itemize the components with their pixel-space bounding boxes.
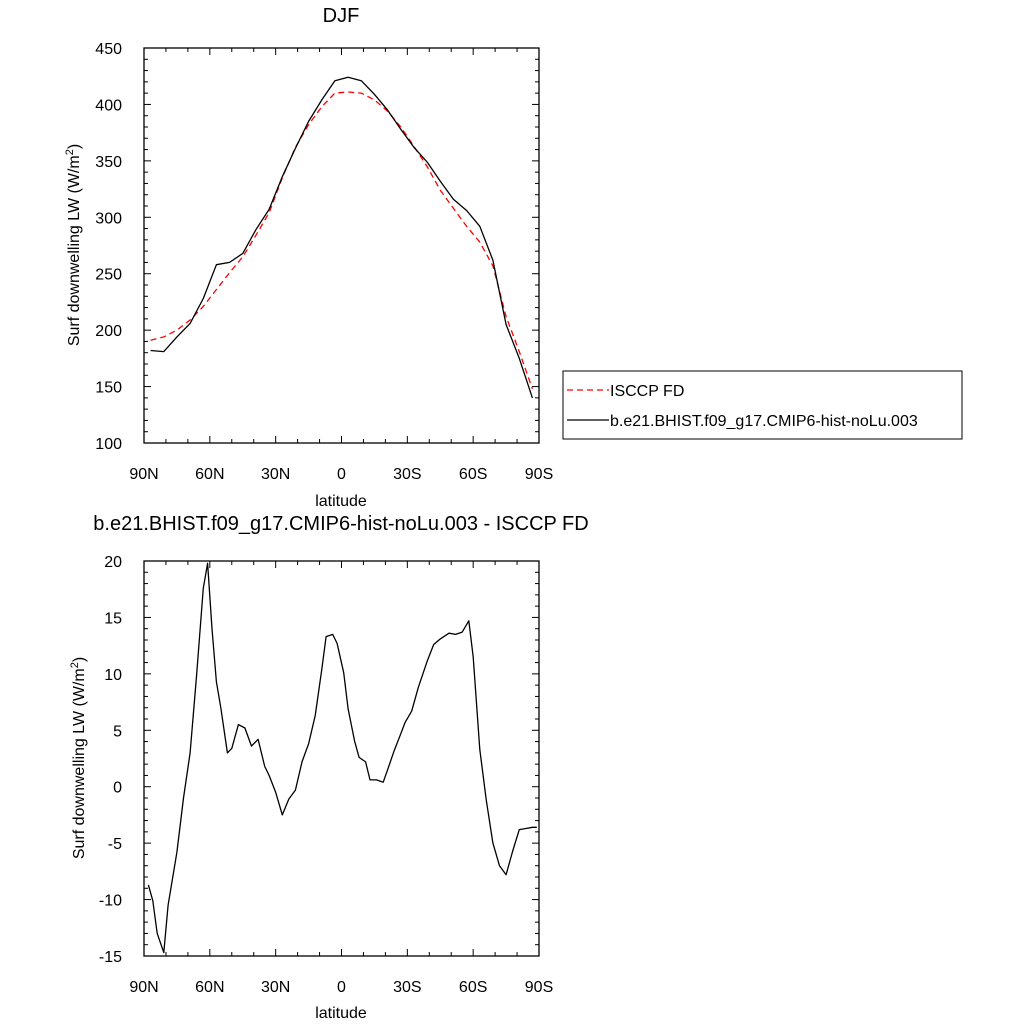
top-y-tick-label: 400 xyxy=(95,97,122,114)
top-y-tick-label: 150 xyxy=(95,380,122,397)
legend: ISCCP FD b.e21.BHIST.f09_g17.CMIP6-hist-… xyxy=(562,370,963,440)
bottom-plot-frame xyxy=(143,560,540,957)
legend-box xyxy=(562,370,963,440)
bottom-y-tick-label: -5 xyxy=(108,836,122,853)
bottom-chart-title: b.e21.BHIST.f09_g17.CMIP6-hist-noLu.003 … xyxy=(93,513,588,535)
bottom-chart: b.e21.BHIST.f09_g17.CMIP6-hist-noLu.003 … xyxy=(69,513,589,1022)
legend-label-model: b.e21.BHIST.f09_g17.CMIP6-hist-noLu.003 xyxy=(610,413,918,430)
bottom-y-axis-label: Surf downwelling LW (W/m2) xyxy=(69,657,88,859)
bottom-series-lines xyxy=(147,562,537,954)
bottom-y-tick-label: 20 xyxy=(104,554,122,571)
bottom-y-tick-label: 10 xyxy=(104,667,122,684)
top-chart: DJF 100 150 200 250 300 350 400 450 90N 60N 30N 0 30… xyxy=(64,5,963,510)
top-series-line-0 xyxy=(150,91,534,390)
top-y-tick-label: 100 xyxy=(95,436,122,453)
bottom-series-line-0 xyxy=(147,562,537,954)
top-chart-title: DJF xyxy=(323,5,360,27)
top-series-lines xyxy=(150,76,534,399)
top-x-tick-label: 0 xyxy=(337,466,346,483)
top-x-tick-label: 30N xyxy=(261,466,290,483)
top-x-tick-label: 90N xyxy=(129,466,158,483)
bottom-x-tick-label: 0 xyxy=(337,979,346,996)
bottom-y-tick-label: 5 xyxy=(113,723,122,740)
top-y-tick-label: 250 xyxy=(95,267,122,284)
top-x-tick-label: 60N xyxy=(195,466,224,483)
bottom-x-tick-label: 60S xyxy=(459,979,487,996)
legend-label-isccp: ISCCP FD xyxy=(610,383,684,400)
top-ticks: 100 150 200 250 300 350 400 450 90N 60N 30N 0 30S 60S… xyxy=(95,41,553,483)
bottom-x-axis-label: latitude xyxy=(315,1005,367,1022)
bottom-ticks: -15 -10 -5 0 5 10 15 20 90N 60N 30N 0 30S 60S 90S xyxy=(99,554,553,996)
bottom-y-tick-label: 15 xyxy=(104,610,122,627)
top-x-tick-label: 60S xyxy=(459,466,487,483)
bottom-x-tick-label: 30N xyxy=(261,979,290,996)
bottom-y-tick-label: 0 xyxy=(113,780,122,797)
bottom-x-tick-label: 90S xyxy=(525,979,553,996)
top-y-tick-label: 300 xyxy=(95,210,122,227)
top-y-tick-label: 350 xyxy=(95,154,122,171)
top-plot-frame xyxy=(143,47,540,444)
top-series-line-1 xyxy=(150,76,534,399)
bottom-y-tick-label: -10 xyxy=(99,893,122,910)
bottom-x-tick-label: 30S xyxy=(393,979,421,996)
top-y-tick-label: 200 xyxy=(95,323,122,340)
top-y-axis-label: Surf downwelling LW (W/m2) xyxy=(64,144,83,346)
top-y-tick-label: 450 xyxy=(95,41,122,58)
bottom-x-tick-label: 60N xyxy=(195,979,224,996)
bottom-x-tick-label: 90N xyxy=(129,979,158,996)
top-x-tick-label: 30S xyxy=(393,466,421,483)
bottom-y-tick-label: -15 xyxy=(99,949,122,966)
top-x-tick-label: 90S xyxy=(525,466,553,483)
top-x-axis-label: latitude xyxy=(315,493,367,510)
